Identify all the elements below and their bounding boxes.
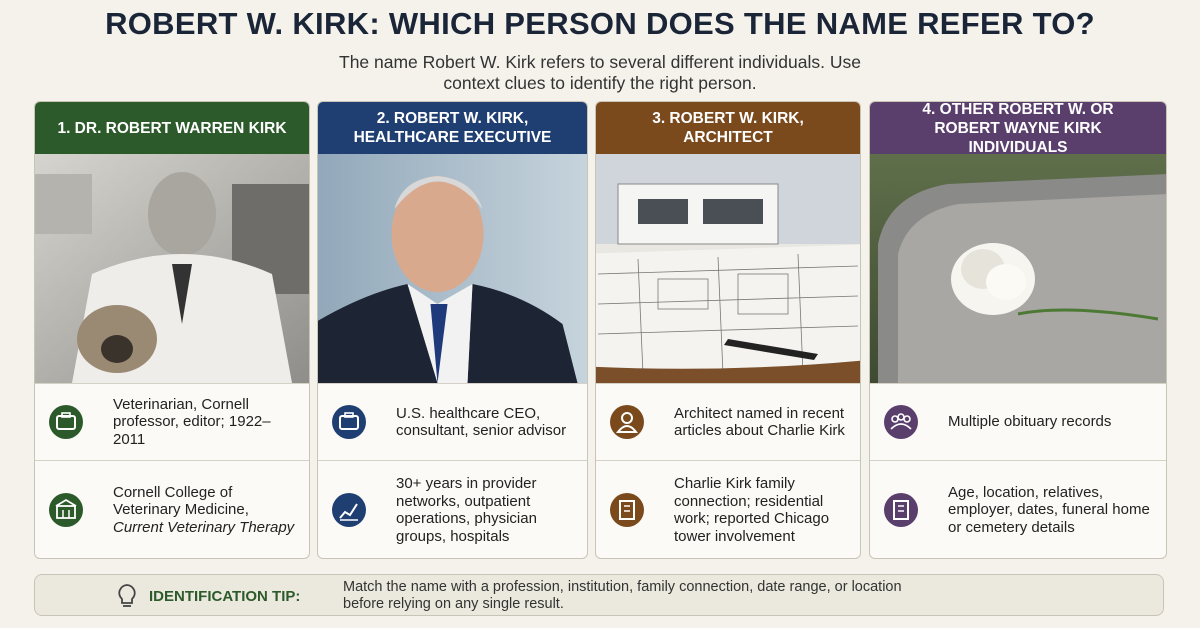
subtitle: The name Robert W. Kirk refers to severa… — [339, 52, 861, 93]
info-text: Cornell College of Veterinary Medicine, C… — [113, 484, 301, 537]
card-title: 3. ROBERT W. KIRK, ARCHITECT — [596, 102, 860, 154]
info-text: Multiple obituary records — [948, 413, 1111, 431]
icon-glyph — [615, 412, 639, 433]
info-text-main: Architect named in recent articles about… — [674, 404, 845, 440]
info-text-main: U.S. healthcare CEO, consultant, senior … — [396, 404, 567, 440]
info-icon — [884, 405, 918, 439]
card: 1. DR. ROBERT WARREN KIRK Veterinarian, … — [34, 101, 310, 559]
card-photo — [870, 154, 1166, 383]
card-photo — [596, 154, 860, 383]
info-text: U.S. healthcare CEO, consultant, senior … — [396, 405, 579, 440]
info-row: Charlie Kirk family connection; resident… — [596, 460, 860, 558]
tip-box: IDENTIFICATION TIP: Match the name with … — [34, 574, 1164, 616]
bulb-icon — [118, 584, 136, 607]
info-row: Architect named in recent articles about… — [596, 383, 860, 460]
icon-glyph — [619, 500, 635, 520]
info-text-emphasis: Current Veterinary Therapy — [113, 518, 295, 536]
icon-glyph — [893, 500, 909, 520]
info-text: Age, location, relatives, employer, date… — [948, 484, 1158, 537]
tip-text: Match the name with a profession, instit… — [343, 579, 902, 612]
card-title: 2. ROBERT W. KIRK, HEALTHCARE EXECUTIVE — [318, 102, 587, 154]
card: 2. ROBERT W. KIRK, HEALTHCARE EXECUTIVE … — [317, 101, 588, 559]
icon-glyph — [55, 498, 77, 519]
page-title: ROBERT W. KIRK: WHICH PERSON DOES THE NA… — [105, 6, 1095, 41]
info-text-main: Age, location, relatives, employer, date… — [948, 483, 1150, 536]
info-icon — [332, 493, 366, 527]
info-text-main: Cornell College of Veterinary Medicine, — [113, 483, 249, 519]
card-title: 1. DR. ROBERT WARREN KIRK — [35, 102, 309, 154]
card-photo — [318, 154, 587, 383]
info-icon — [49, 405, 83, 439]
info-icon — [49, 493, 83, 527]
info-text: Veterinarian, Cornell professor, editor;… — [113, 396, 301, 449]
icon-glyph — [339, 412, 359, 430]
info-text: Charlie Kirk family connection; resident… — [674, 475, 852, 545]
info-text: 30+ years in provider networks, outpatie… — [396, 475, 579, 545]
info-row: Cornell College of Veterinary Medicine, C… — [35, 460, 309, 558]
icon-glyph — [56, 412, 76, 430]
info-text-main: Charlie Kirk family connection; resident… — [674, 475, 830, 545]
info-row: Multiple obituary records — [870, 383, 1166, 460]
card-photo — [35, 154, 309, 383]
info-row: U.S. healthcare CEO, consultant, senior … — [318, 383, 587, 460]
icon-glyph — [890, 413, 912, 430]
info-text: Architect named in recent articles about… — [674, 405, 852, 440]
info-text-main: 30+ years in provider networks, outpatie… — [396, 475, 537, 545]
card: 4. OTHER ROBERT W. OR ROBERT WAYNE KIRK … — [869, 101, 1167, 559]
info-text-main: Veterinarian, Cornell professor, editor;… — [113, 395, 271, 448]
info-text-main: Multiple obituary records — [948, 413, 1112, 431]
card: 3. ROBERT W. KIRK, ARCHITECT Architect n… — [595, 101, 861, 559]
info-row: Veterinarian, Cornell professor, editor;… — [35, 383, 309, 460]
icon-glyph — [339, 503, 358, 521]
tip-label: IDENTIFICATION TIP: — [149, 588, 301, 605]
info-icon — [332, 405, 366, 439]
card-title: 4. OTHER ROBERT W. OR ROBERT WAYNE KIRK … — [870, 102, 1166, 156]
info-icon — [610, 405, 644, 439]
info-row: 30+ years in provider networks, outpatie… — [318, 460, 587, 558]
info-icon — [884, 493, 918, 527]
info-row: Age, location, relatives, employer, date… — [870, 460, 1166, 558]
info-icon — [610, 493, 644, 527]
